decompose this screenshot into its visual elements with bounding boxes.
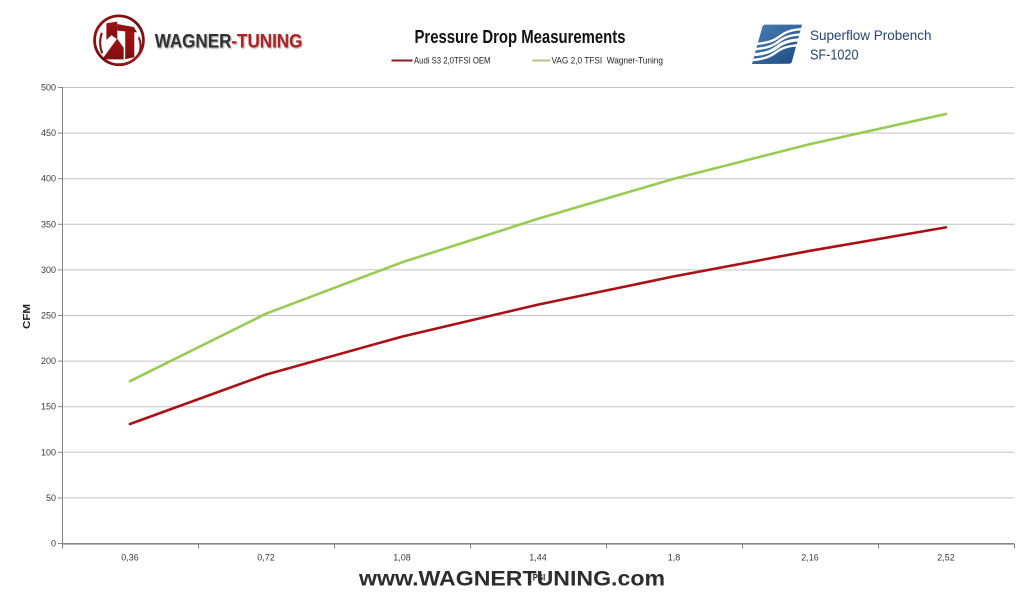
svg-text:www.WAGNERTUNING.com: www.WAGNERTUNING.com [358, 567, 665, 591]
svg-text:Pressure Drop Measurements: Pressure Drop Measurements [415, 26, 626, 47]
svg-text:PSI: PSI [533, 573, 546, 584]
svg-text:250: 250 [41, 311, 56, 321]
svg-text:200: 200 [41, 356, 56, 366]
svg-text:0: 0 [51, 539, 56, 549]
svg-text:Audi S3 2,0TFSI OEM: Audi S3 2,0TFSI OEM [414, 56, 491, 67]
svg-text:300: 300 [41, 265, 56, 275]
svg-text:0,36: 0,36 [121, 553, 139, 563]
svg-text:SF-1020: SF-1020 [810, 48, 859, 64]
svg-text:2,16: 2,16 [801, 553, 819, 563]
svg-text:1,44: 1,44 [529, 553, 547, 563]
svg-text:1,8: 1,8 [668, 553, 681, 563]
svg-text:400: 400 [41, 174, 56, 184]
svg-text:VAG 2,0 TFSI Wagner-Tuning: VAG 2,0 TFSI Wagner-Tuning [552, 56, 664, 67]
svg-text:2,52: 2,52 [937, 553, 955, 563]
svg-text:100: 100 [41, 447, 56, 457]
svg-text:WAGNER-TUNING: WAGNER-TUNING [155, 31, 303, 53]
svg-text:500: 500 [41, 83, 56, 93]
svg-text:50: 50 [46, 493, 56, 503]
svg-text:1,08: 1,08 [393, 553, 411, 563]
svg-text:0,72: 0,72 [257, 553, 275, 563]
svg-text:CFM: CFM [22, 304, 33, 329]
svg-text:450: 450 [41, 128, 56, 138]
svg-text:150: 150 [41, 402, 56, 412]
svg-text:350: 350 [41, 219, 56, 229]
svg-text:Superflow Probench: Superflow Probench [810, 28, 932, 43]
